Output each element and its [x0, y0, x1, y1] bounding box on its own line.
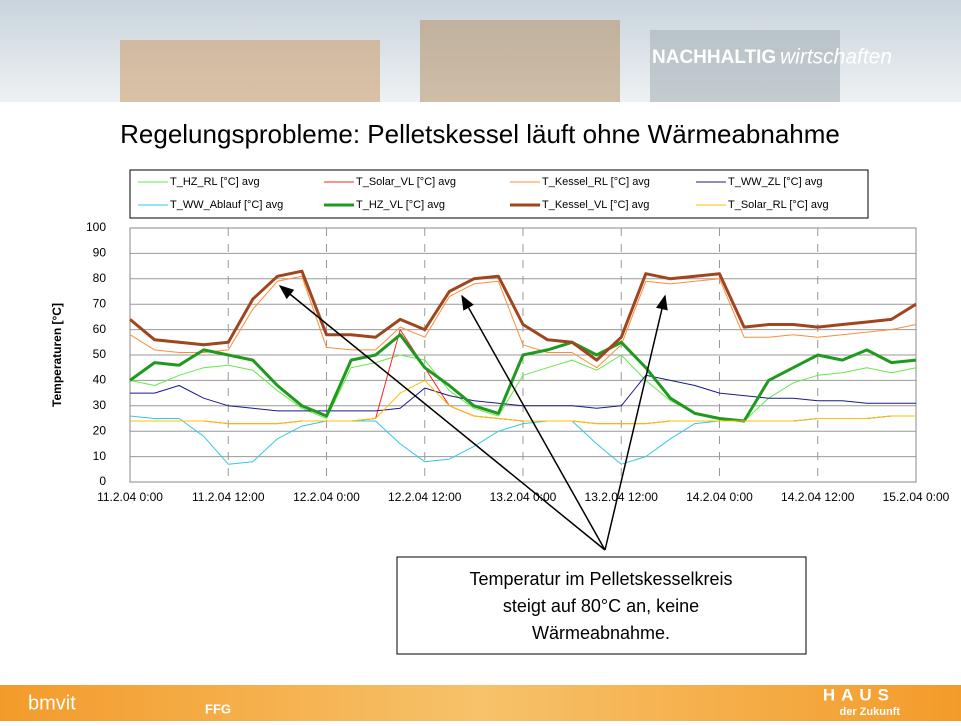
legend-box: [129, 169, 869, 219]
x-tick-label: 14.2.04 0:00: [686, 490, 753, 504]
x-tick-label: 14.2.04 12:00: [781, 490, 855, 504]
y-tick-label: 60: [93, 322, 107, 336]
legend-label: T_HZ_VL [°C] avg: [356, 199, 445, 211]
building: [420, 20, 620, 102]
y-tick-label: 50: [93, 347, 107, 361]
legend-label: T_Solar_VL [°C] avg: [356, 176, 456, 188]
brand-italic: wirtschaften: [780, 46, 892, 69]
arrow: [461, 294, 606, 551]
callout-line: steigt auf 80°C an, keine: [503, 596, 699, 616]
callout-box: [396, 556, 807, 655]
series-line: [130, 379, 916, 425]
series-line: [129, 269, 917, 362]
building: [120, 40, 380, 102]
footer: [0, 685, 961, 721]
footer-logo: der Zukunft: [840, 706, 901, 718]
legend-label: T_WW_Ablauf [°C] avg: [170, 199, 283, 211]
y-tick-label: 10: [93, 449, 107, 463]
x-tick-label: 13.2.04 12:00: [585, 490, 659, 504]
footer-logo: HAUS: [823, 685, 895, 704]
legend-label: T_Solar_RL [°C] avg: [728, 199, 829, 211]
y-tick-label: 80: [93, 271, 107, 285]
y-tick-label: 90: [93, 246, 107, 260]
y-tick-label: 0: [99, 474, 106, 488]
y-tick-label: 100: [86, 220, 106, 234]
y-tick-label: 30: [93, 398, 107, 412]
plot-border: [129, 227, 917, 483]
x-tick-label: 12.2.04 0:00: [293, 490, 360, 504]
y-tick-label: 40: [93, 373, 107, 387]
legend-label: T_HZ_RL [°C] avg: [170, 176, 260, 188]
y-tick-label: 70: [93, 296, 107, 310]
x-tick-label: 11.2.04 0:00: [97, 490, 163, 504]
y-tick-label: 20: [93, 423, 107, 437]
legend-label: T_Kessel_RL [°C] avg: [542, 176, 650, 188]
x-tick-label: 11.2.04 12:00: [192, 490, 265, 504]
x-tick-label: 15.2.04 0:00: [883, 490, 950, 504]
slide-title: Regelungsprobleme: Pelletskessel läuft o…: [120, 119, 840, 149]
series-line: [129, 275, 917, 369]
legend-label: T_WW_ZL [°C] avg: [728, 176, 822, 188]
y-axis-label: Temperaturen [°C]: [50, 303, 64, 407]
x-tick-label: 12.2.04 12:00: [388, 490, 462, 504]
brand-bold: NACHHALTIG: [652, 47, 776, 68]
x-tick-label: 13.2.04 0:00: [490, 490, 557, 504]
arrow: [278, 285, 606, 551]
callout-line: Wärmeabnahme.: [532, 623, 670, 643]
callout-line: Temperatur im Pelletskesselkreis: [469, 569, 732, 589]
building: [650, 30, 840, 102]
plot: 0 10 20 30 40 50 60 70 80 90 100 11.2.04 0:00 11.2.0…: [86, 220, 950, 504]
footer-logo: FFG: [205, 701, 231, 716]
series-line: [129, 354, 917, 422]
arrow: [604, 294, 668, 551]
legend-label: T_Kessel_VL [°C] avg: [542, 199, 649, 211]
footer-logo: bmvit: [28, 692, 76, 714]
series-line: [129, 333, 917, 423]
